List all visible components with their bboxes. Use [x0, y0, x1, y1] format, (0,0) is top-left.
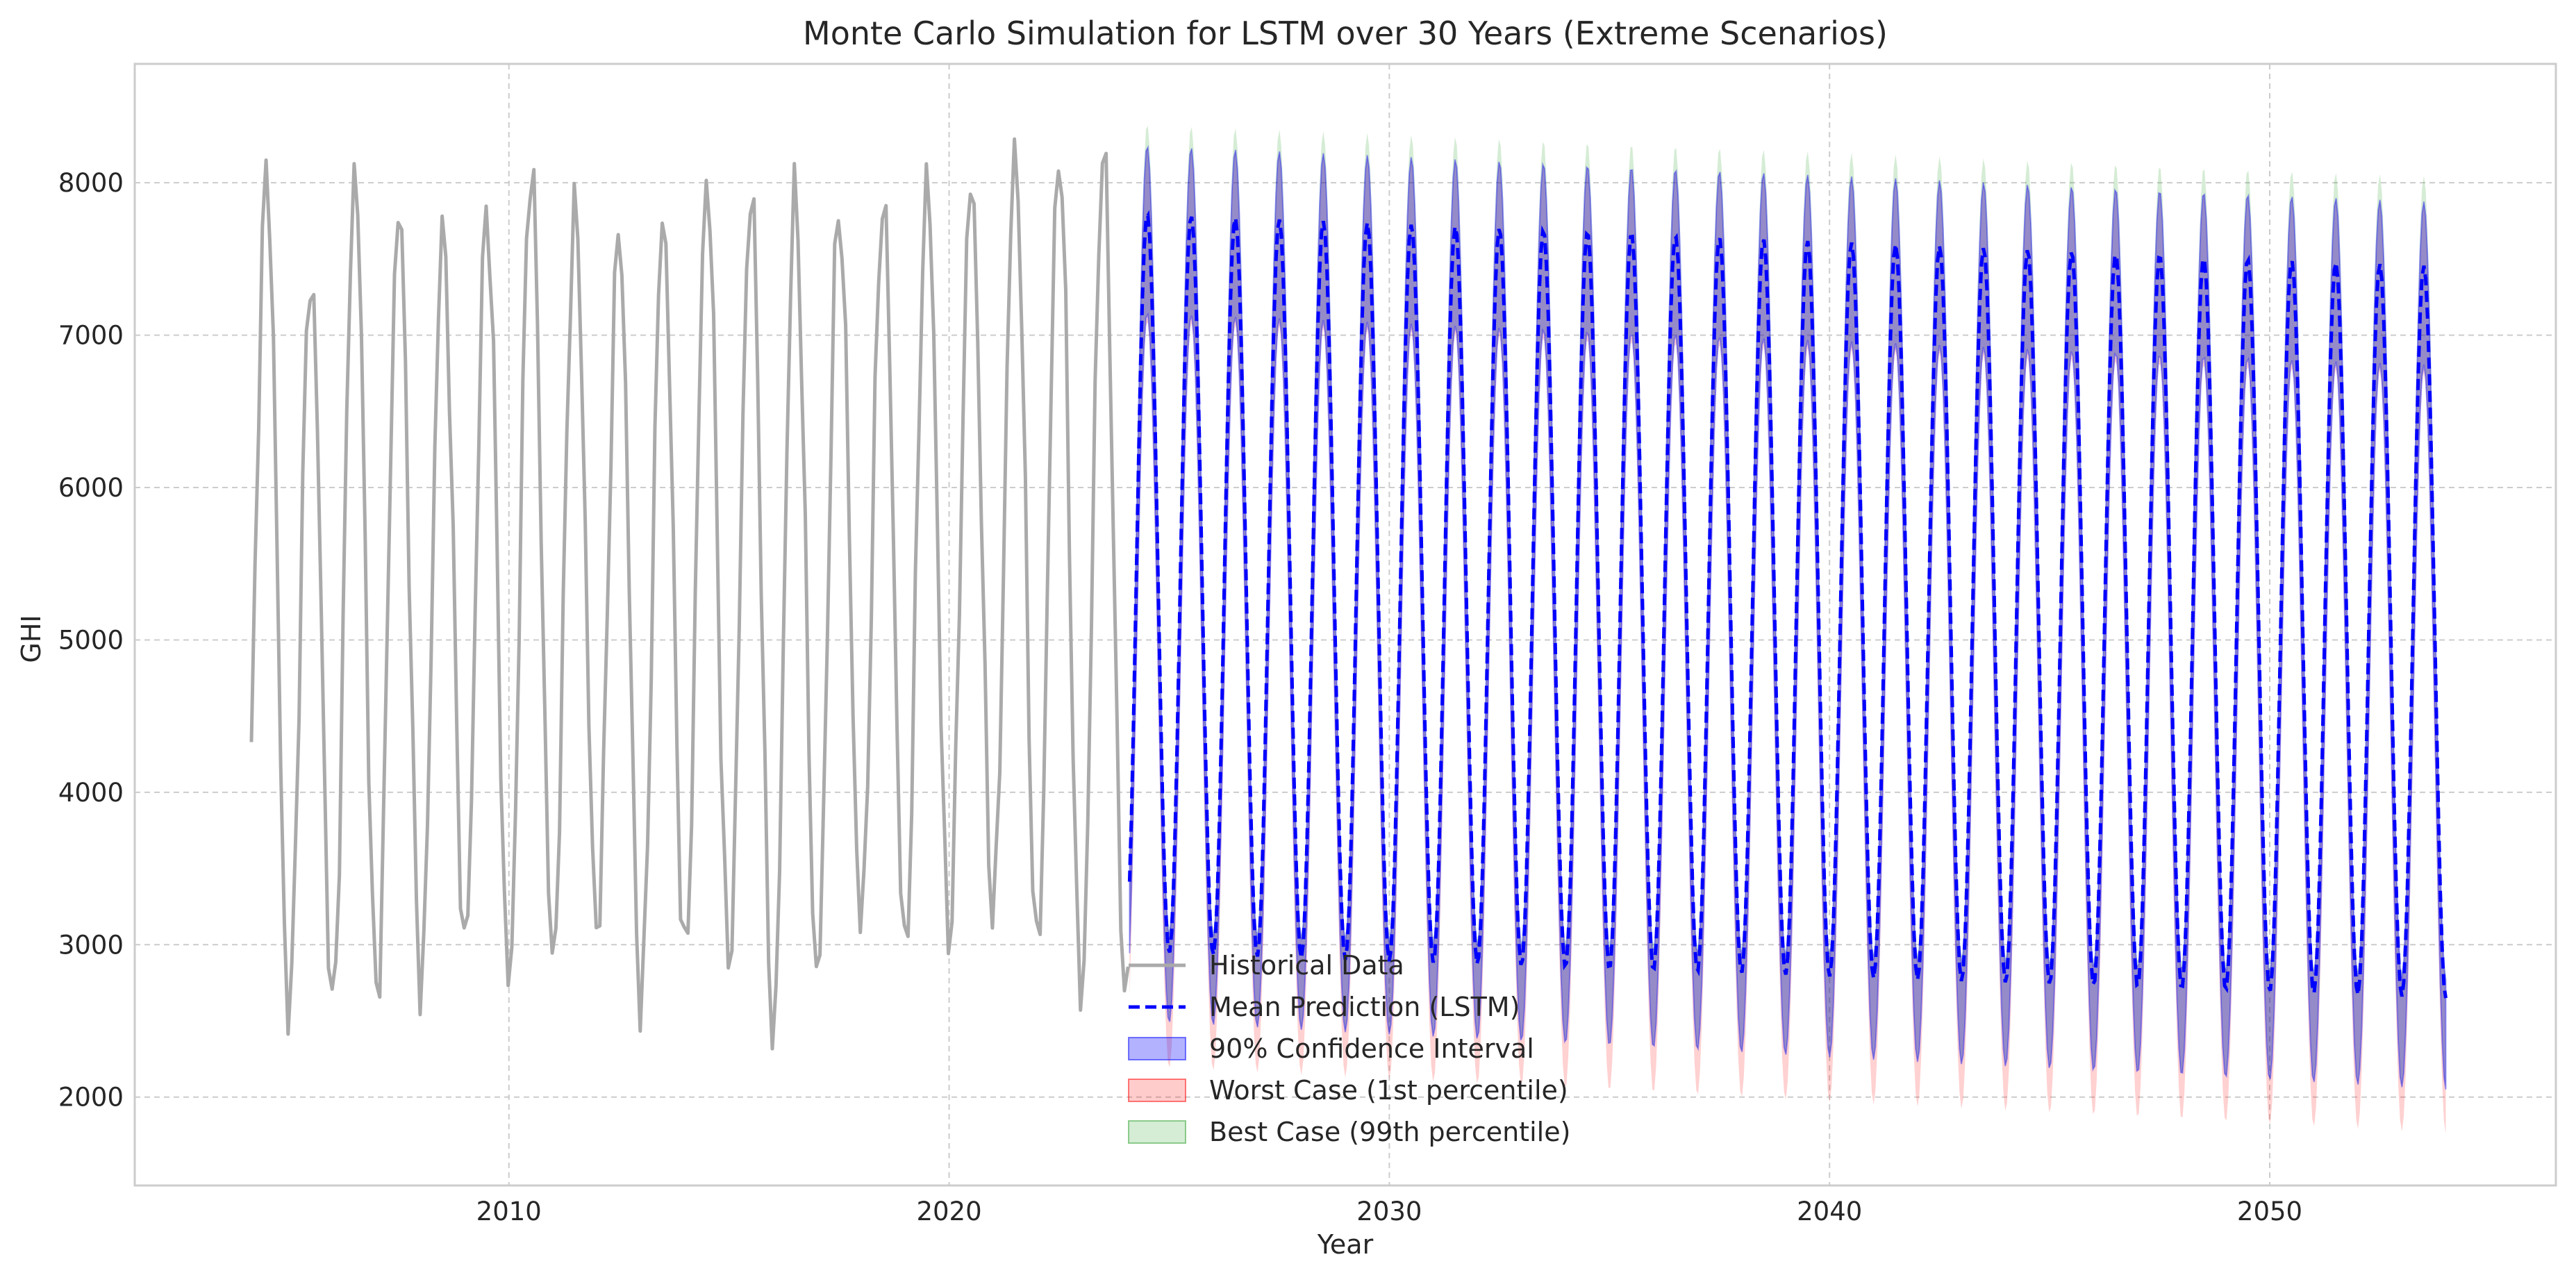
x-tick-label: 2030	[1356, 1197, 1422, 1226]
legend-historical-label: Historical Data	[1209, 950, 1404, 981]
tick-labels: 2010 2020 2030 2040 2050 2000 3000 4000 5000 6000…	[58, 168, 2302, 1226]
y-tick-label: 4000	[58, 778, 124, 808]
historical-data-line	[249, 137, 1130, 1051]
best-case-band	[1129, 126, 2446, 1090]
legend-confidence-interval-swatch	[1128, 1037, 1186, 1060]
x-tick-label: 2050	[2237, 1197, 2302, 1226]
mean-prediction-line	[1127, 210, 2448, 999]
y-tick-label: 7000	[58, 321, 124, 351]
plot-frame	[133, 63, 2557, 1187]
y-tick-label: 5000	[58, 625, 124, 655]
legend-confidence-interval-label: 90% Confidence Interval	[1209, 1033, 1534, 1064]
legend-best-case-swatch	[1128, 1120, 1186, 1144]
series-layer	[249, 126, 2448, 1134]
x-axis-label: Year	[1317, 1229, 1374, 1260]
y-tick-label: 2000	[58, 1083, 124, 1113]
chart-title: Monte Carlo Simulation for LSTM over 30 …	[803, 15, 1888, 52]
legend-mean-prediction-label: Mean Prediction (LSTM)	[1209, 992, 1520, 1022]
y-tick-label: 3000	[58, 930, 124, 960]
x-tick-label: 2010	[476, 1197, 542, 1226]
legend-best-case-label: Best Case (99th percentile)	[1209, 1117, 1570, 1147]
y-tick-label: 6000	[58, 473, 124, 503]
x-tick-label: 2020	[916, 1197, 981, 1226]
y-axis-label: GHI	[16, 615, 47, 663]
y-tick-label: 8000	[58, 168, 124, 198]
worst-case-band	[1129, 147, 2446, 1134]
legend-worst-case-label: Worst Case (1st percentile)	[1209, 1075, 1568, 1106]
x-tick-label: 2040	[1797, 1197, 1862, 1226]
legend-worst-case-swatch	[1128, 1079, 1186, 1102]
legend: Historical Data Mean Prediction (LSTM) 90%…	[1128, 950, 1570, 1147]
